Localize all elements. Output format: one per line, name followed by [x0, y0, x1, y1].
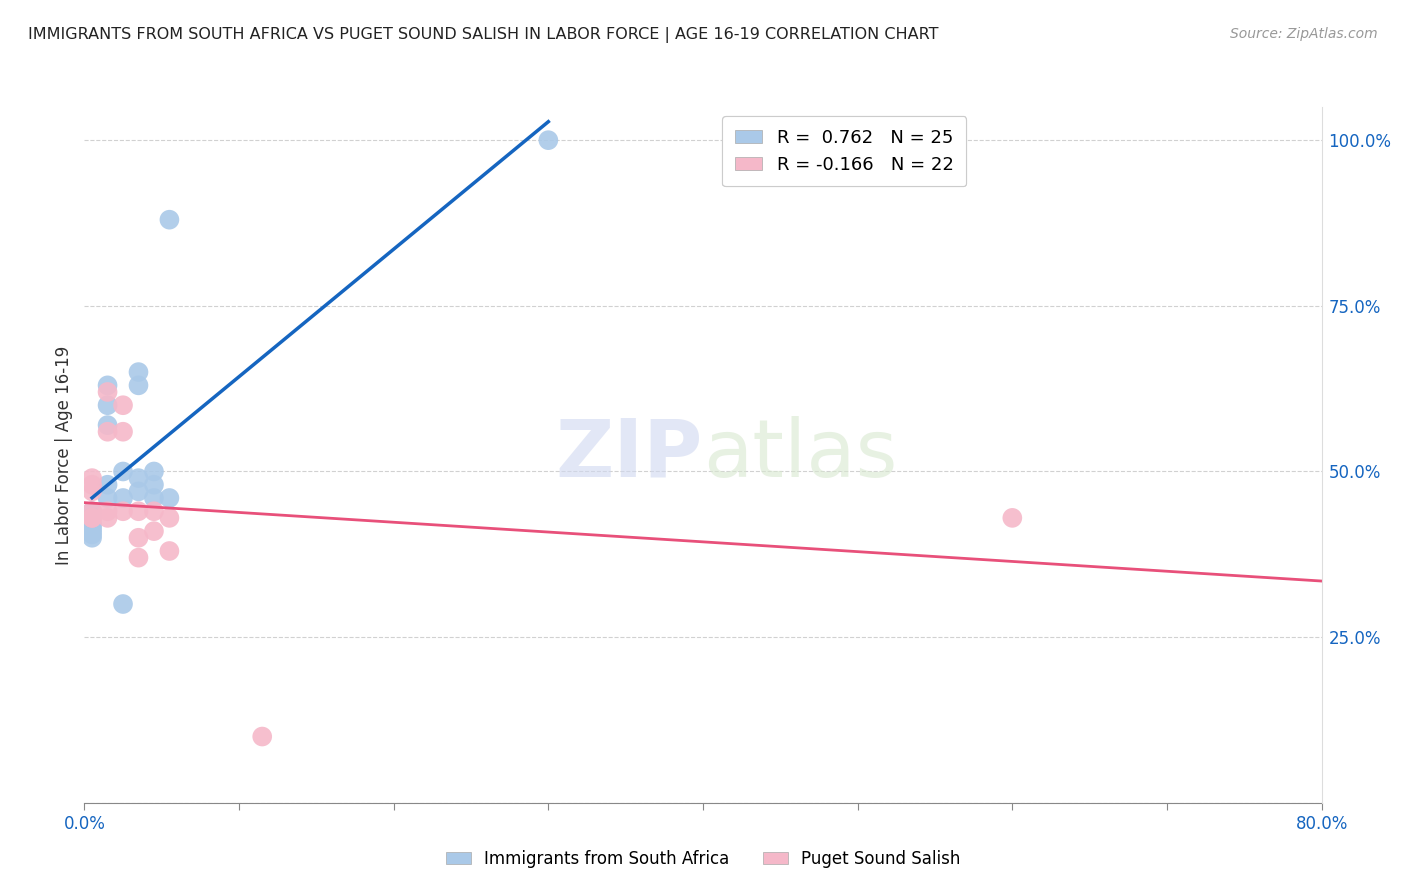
Point: [82, 524, 104, 538]
Point: [159, 544, 181, 558]
Point: [143, 524, 166, 538]
Point: [82, 484, 104, 499]
Point: [82, 504, 104, 518]
Point: [82, 511, 104, 525]
Point: [97, 418, 120, 433]
Point: [97, 384, 120, 399]
Point: [143, 491, 166, 505]
Point: [128, 378, 150, 392]
Point: [112, 398, 135, 412]
Point: [82, 527, 104, 541]
Point: [537, 133, 560, 147]
Point: [112, 504, 135, 518]
Point: [97, 511, 120, 525]
Point: [97, 477, 120, 491]
Point: [82, 504, 104, 518]
Point: [159, 212, 181, 227]
Y-axis label: In Labor Force | Age 16-19: In Labor Force | Age 16-19: [55, 345, 73, 565]
Point: [97, 378, 120, 392]
Point: [128, 471, 150, 485]
Point: [128, 365, 150, 379]
Point: [159, 491, 181, 505]
Text: IMMIGRANTS FROM SOUTH AFRICA VS PUGET SOUND SALISH IN LABOR FORCE | AGE 16-19 CO: IMMIGRANTS FROM SOUTH AFRICA VS PUGET SO…: [28, 27, 939, 43]
Point: [82, 477, 104, 491]
Point: [97, 425, 120, 439]
Point: [143, 504, 166, 518]
Point: [128, 550, 150, 565]
Point: [97, 398, 120, 412]
Point: [128, 531, 150, 545]
Point: [82, 517, 104, 532]
Point: [112, 597, 135, 611]
Point: [82, 521, 104, 535]
Point: [112, 425, 135, 439]
Point: [82, 531, 104, 545]
Point: [159, 511, 181, 525]
Text: Source: ZipAtlas.com: Source: ZipAtlas.com: [1230, 27, 1378, 41]
Text: ZIP: ZIP: [555, 416, 703, 494]
Point: [82, 511, 104, 525]
Point: [82, 471, 104, 485]
Point: [97, 491, 120, 505]
Point: [143, 477, 166, 491]
Point: [1001, 511, 1024, 525]
Point: [128, 504, 150, 518]
Legend: R =  0.762   N = 25, R = -0.166   N = 22: R = 0.762 N = 25, R = -0.166 N = 22: [723, 116, 966, 186]
Point: [252, 730, 274, 744]
Point: [82, 511, 104, 525]
Point: [97, 504, 120, 518]
Point: [112, 465, 135, 479]
Legend: Immigrants from South Africa, Puget Sound Salish: Immigrants from South Africa, Puget Soun…: [439, 844, 967, 875]
Point: [143, 465, 166, 479]
Point: [128, 484, 150, 499]
Text: atlas: atlas: [703, 416, 897, 494]
Point: [112, 491, 135, 505]
